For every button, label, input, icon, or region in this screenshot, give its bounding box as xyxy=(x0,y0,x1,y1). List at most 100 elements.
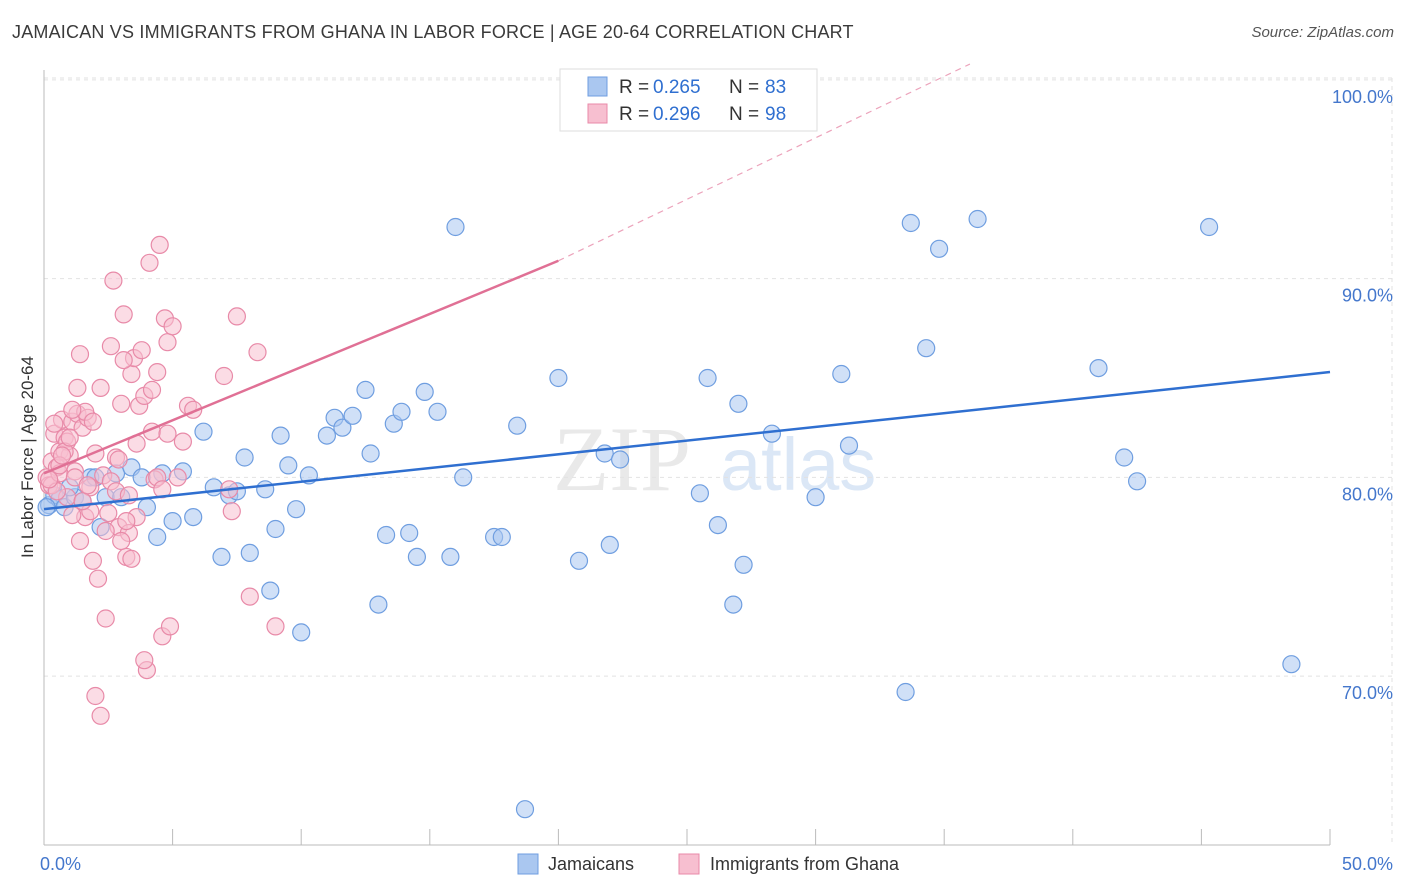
point-jamaicans-53 xyxy=(508,416,527,435)
point-ghana-66 xyxy=(68,378,87,397)
y-tick-label-90: 90.0% xyxy=(1342,286,1393,306)
trend-line-jamaicans xyxy=(43,370,1331,511)
point-jamaicans-36 xyxy=(333,418,352,437)
point-ghana-72 xyxy=(114,351,133,370)
point-jamaicans-70 xyxy=(896,682,915,702)
point-ghana-82 xyxy=(60,428,79,447)
point-ghana-30 xyxy=(114,305,133,324)
legend-r-value-ghana: 0.296 xyxy=(653,104,701,125)
point-ghana-37 xyxy=(132,341,151,360)
point-jamaicans-55 xyxy=(549,368,568,388)
point-jamaicans-78 xyxy=(1199,217,1219,237)
point-ghana-95 xyxy=(158,424,177,443)
point-jamaicans-73 xyxy=(929,239,949,258)
point-ghana-18 xyxy=(83,551,103,570)
point-jamaicans-31 xyxy=(287,500,306,519)
chart-title: JAMAICAN VS IMMIGRANTS FROM GHANA IN LAB… xyxy=(12,22,854,42)
point-jamaicans-34 xyxy=(317,426,336,445)
point-ghana-70 xyxy=(86,686,105,706)
legend-bottom: Jamaicans Immigrants from Ghana xyxy=(517,853,900,875)
point-jamaicans-54 xyxy=(515,800,535,819)
point-jamaicans-49 xyxy=(446,217,465,237)
point-ghana-20 xyxy=(88,569,108,588)
point-ghana-67 xyxy=(70,345,90,364)
point-ghana-51 xyxy=(173,432,192,451)
point-jamaicans-46 xyxy=(415,382,434,401)
point-ghana-26 xyxy=(104,271,123,290)
point-ghana-23 xyxy=(96,609,115,628)
point-jamaicans-52 xyxy=(492,527,511,547)
point-jamaicans-27 xyxy=(261,581,280,600)
point-jamaicans-25 xyxy=(240,543,259,563)
point-ghana-49 xyxy=(163,317,182,336)
point-jamaicans-40 xyxy=(369,595,388,614)
point-ghana-21 xyxy=(91,378,110,397)
point-jamaicans-21 xyxy=(212,547,231,567)
point-ghana-78 xyxy=(117,511,136,531)
legend-n-value-jamaicans: 83 xyxy=(765,77,786,98)
point-jamaicans-79 xyxy=(1282,655,1301,674)
point-jamaicans-16 xyxy=(163,511,182,531)
point-jamaicans-60 xyxy=(690,484,710,503)
point-jamaicans-47 xyxy=(428,402,447,421)
source-credit: Source: ZipAtlas.com xyxy=(1251,24,1394,41)
point-ghana-92 xyxy=(109,450,128,469)
point-ghana-40 xyxy=(140,253,159,272)
point-jamaicans-65 xyxy=(734,555,753,574)
legend-top: R = 0.265 N = 83 R = 0.296 N = 98 xyxy=(559,68,818,132)
point-ghana-96 xyxy=(63,400,82,419)
point-jamaicans-58 xyxy=(600,535,619,555)
point-ghana-91 xyxy=(78,476,97,495)
point-jamaicans-41 xyxy=(377,525,396,545)
legend-n-label-ghana: N = xyxy=(729,104,764,125)
point-ghana-24 xyxy=(99,503,118,523)
point-ghana-83 xyxy=(39,470,59,489)
point-jamaicans-69 xyxy=(839,436,859,455)
point-jamaicans-20 xyxy=(204,478,223,497)
point-ghana-44 xyxy=(150,235,169,254)
point-ghana-29 xyxy=(112,394,131,413)
legend-n-label-jamaicans: N = xyxy=(729,77,764,98)
point-jamaicans-26 xyxy=(256,480,275,499)
x-tick-label-max: 50.0% xyxy=(1342,854,1393,874)
point-jamaicans-29 xyxy=(271,426,290,445)
point-ghana-97 xyxy=(52,446,72,465)
point-ghana-13 xyxy=(70,531,90,551)
point-jamaicans-64 xyxy=(729,394,748,413)
point-ghana-47 xyxy=(158,333,177,352)
point-jamaicans-18 xyxy=(184,507,203,527)
y-tick-labels: 70.0% 80.0% 90.0% 100.0% xyxy=(1332,87,1393,703)
point-ghana-85 xyxy=(96,521,115,541)
point-jamaicans-61 xyxy=(698,368,717,388)
point-jamaicans-43 xyxy=(392,402,411,421)
point-jamaicans-37 xyxy=(343,406,362,425)
point-jamaicans-67 xyxy=(806,488,825,507)
point-jamaicans-14 xyxy=(148,527,167,547)
point-ghana-79 xyxy=(122,549,141,568)
series-ghana-points xyxy=(37,70,601,725)
legend-swatch-jamaicans xyxy=(587,76,608,97)
point-ghana-71 xyxy=(91,706,110,725)
point-jamaicans-62 xyxy=(708,515,728,535)
trend-line-ghana xyxy=(43,259,559,475)
point-ghana-50 xyxy=(168,468,187,487)
point-ghana-57 xyxy=(227,307,246,326)
point-ghana-58 xyxy=(240,587,259,606)
point-jamaicans-30 xyxy=(279,456,298,475)
point-ghana-54 xyxy=(214,366,234,386)
point-jamaicans-76 xyxy=(1115,448,1134,467)
y-tick-label-100: 100.0% xyxy=(1332,87,1393,107)
point-ghana-87 xyxy=(112,531,131,551)
point-jamaicans-63 xyxy=(724,595,743,614)
point-jamaicans-19 xyxy=(194,422,213,441)
legend-bottom-label-ghana: Immigrants from Ghana xyxy=(710,854,900,874)
point-ghana-25 xyxy=(101,337,121,356)
point-jamaicans-56 xyxy=(569,551,589,570)
point-ghana-74 xyxy=(135,651,154,670)
point-jamaicans-50 xyxy=(454,468,473,487)
point-jamaicans-24 xyxy=(235,448,254,467)
point-jamaicans-39 xyxy=(361,444,380,463)
point-ghana-90 xyxy=(73,492,92,511)
point-jamaicans-32 xyxy=(292,623,311,642)
